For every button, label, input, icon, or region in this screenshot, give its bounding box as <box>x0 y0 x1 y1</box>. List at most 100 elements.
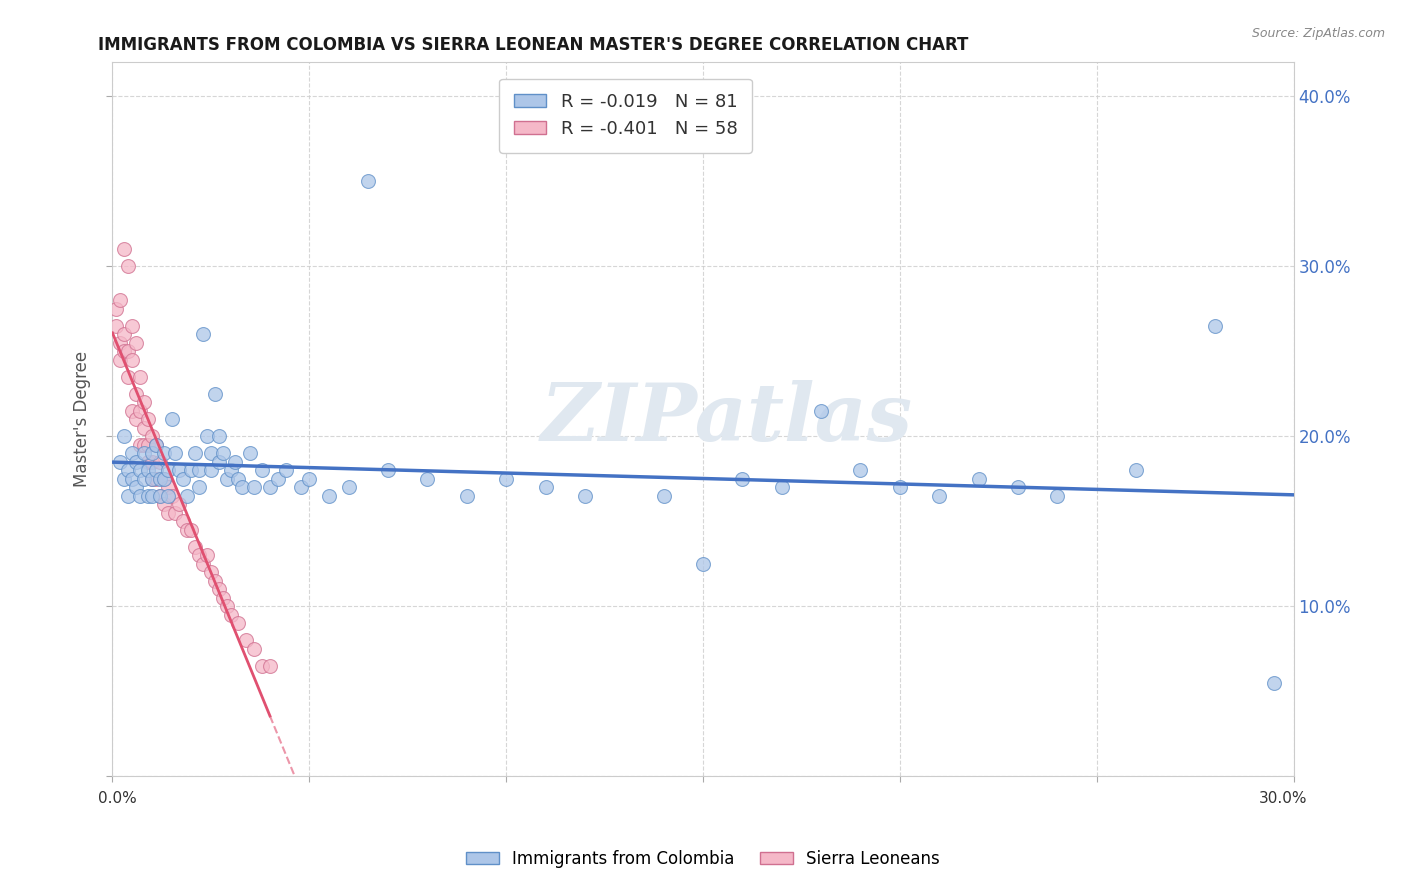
Point <box>184 446 207 460</box>
Point <box>456 489 478 503</box>
Point <box>141 472 163 486</box>
Point <box>156 463 179 477</box>
Point <box>110 293 132 308</box>
Point <box>141 472 163 486</box>
Text: 30.0%: 30.0% <box>1260 791 1308 805</box>
Point <box>228 616 250 631</box>
Point <box>235 633 257 648</box>
Point <box>105 301 128 316</box>
Point <box>112 472 135 486</box>
Point <box>129 438 152 452</box>
Point <box>149 489 172 503</box>
Point <box>357 174 380 188</box>
Point <box>125 480 148 494</box>
Point <box>250 463 273 477</box>
Point <box>129 489 152 503</box>
Point <box>136 463 159 477</box>
Point <box>156 506 179 520</box>
Point <box>152 497 174 511</box>
Point <box>208 582 231 596</box>
Y-axis label: Master's Degree: Master's Degree <box>73 351 91 487</box>
Point <box>169 497 191 511</box>
Point <box>152 446 174 460</box>
Point <box>290 480 312 494</box>
Point <box>377 463 399 477</box>
Point <box>243 641 266 656</box>
Point <box>136 489 159 503</box>
Point <box>200 565 222 579</box>
Point <box>204 386 226 401</box>
Point <box>200 463 222 477</box>
Text: ZIPatlas: ZIPatlas <box>540 381 912 458</box>
Point <box>121 446 143 460</box>
Point <box>849 463 872 477</box>
Point <box>112 429 135 443</box>
Point <box>176 523 198 537</box>
Point <box>180 523 202 537</box>
Point <box>208 455 231 469</box>
Point <box>132 438 155 452</box>
Point <box>121 352 143 367</box>
Point <box>152 472 174 486</box>
Point <box>129 369 152 384</box>
Point <box>231 480 253 494</box>
Text: 0.0%: 0.0% <box>98 791 138 805</box>
Point <box>105 318 128 333</box>
Point <box>208 429 231 443</box>
Point <box>117 489 139 503</box>
Point <box>250 658 273 673</box>
Point <box>141 446 163 460</box>
Point <box>121 318 143 333</box>
Text: Source: ZipAtlas.com: Source: ZipAtlas.com <box>1251 27 1385 40</box>
Point <box>274 463 297 477</box>
Point <box>219 463 242 477</box>
Point <box>136 412 159 426</box>
Point <box>652 489 675 503</box>
Point <box>191 327 214 342</box>
Point <box>110 335 132 350</box>
Point <box>165 506 187 520</box>
Point <box>770 480 793 494</box>
Point <box>129 403 152 417</box>
Point <box>112 327 135 342</box>
Point <box>110 455 132 469</box>
Point <box>132 395 155 409</box>
Point <box>1204 318 1226 333</box>
Text: IMMIGRANTS FROM COLOMBIA VS SIERRA LEONEAN MASTER'S DEGREE CORRELATION CHART: IMMIGRANTS FROM COLOMBIA VS SIERRA LEONE… <box>98 36 969 54</box>
Point <box>188 463 211 477</box>
Point <box>692 557 714 571</box>
Point <box>141 429 163 443</box>
Point <box>184 540 207 554</box>
Point <box>141 455 163 469</box>
Point <box>176 489 198 503</box>
Point <box>215 599 238 614</box>
Point <box>495 472 517 486</box>
Point <box>149 455 172 469</box>
Point <box>337 480 360 494</box>
Point <box>204 574 226 588</box>
Point <box>1125 463 1147 477</box>
Point <box>125 455 148 469</box>
Point <box>188 480 211 494</box>
Point <box>195 548 218 562</box>
Point <box>112 243 135 257</box>
Point <box>188 548 211 562</box>
Point <box>243 480 266 494</box>
Point <box>211 591 233 605</box>
Point <box>228 472 250 486</box>
Point <box>211 446 233 460</box>
Point <box>215 472 238 486</box>
Point <box>160 489 183 503</box>
Point <box>224 455 246 469</box>
Point <box>117 463 139 477</box>
Point <box>318 489 340 503</box>
Point <box>1007 480 1029 494</box>
Point <box>239 446 262 460</box>
Point <box>810 403 832 417</box>
Point <box>416 472 439 486</box>
Point <box>132 421 155 435</box>
Point <box>121 472 143 486</box>
Point <box>125 412 148 426</box>
Point <box>129 463 152 477</box>
Point <box>149 472 172 486</box>
